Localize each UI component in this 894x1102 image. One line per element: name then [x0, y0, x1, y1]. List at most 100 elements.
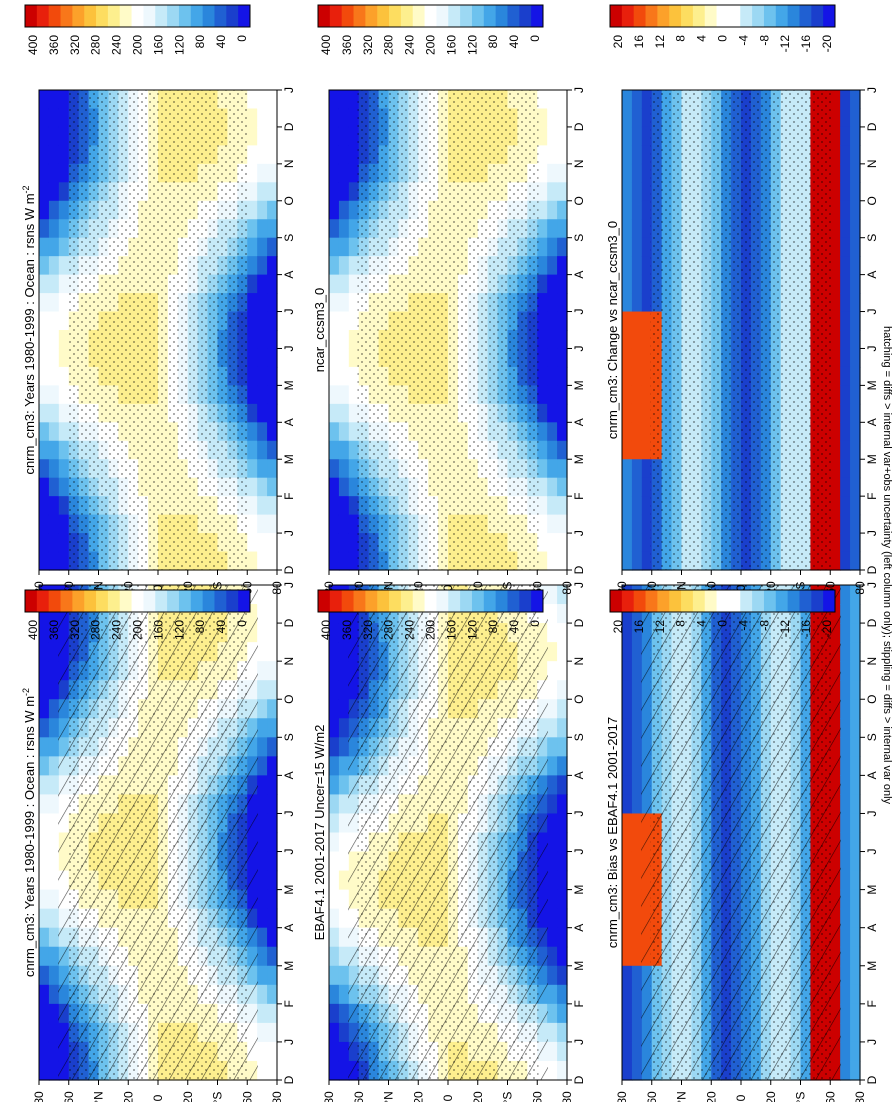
heatmap-cell — [257, 1041, 268, 1062]
heatmap-cell — [348, 551, 360, 571]
colorbar-swatch — [448, 590, 461, 612]
heatmap-cell — [840, 496, 851, 516]
heatmap-cell — [338, 219, 350, 239]
heatmap-cell — [329, 927, 340, 948]
x-tick-label: O — [865, 695, 879, 704]
colorbar-tick-label: -4 — [736, 620, 750, 631]
heatmap-cell — [58, 311, 70, 331]
heatmap-cell — [48, 699, 60, 719]
heatmap-cell — [557, 1060, 568, 1081]
heatmap-cell — [267, 496, 278, 516]
heatmap-cell — [622, 794, 633, 815]
heatmap-cell — [622, 145, 633, 165]
colorbar-tick-label: 8 — [674, 35, 688, 42]
colorbar-swatch — [799, 590, 812, 612]
heatmap-cell — [267, 813, 278, 834]
heatmap-cell — [641, 219, 653, 239]
heatmap-cell — [338, 984, 350, 1005]
colorbar-tick-label: 120 — [465, 620, 479, 640]
heatmap-cell — [557, 459, 568, 479]
heatmap-cell — [267, 200, 278, 220]
heatmap-cell — [537, 311, 548, 331]
colorbar-swatch — [692, 590, 706, 612]
heatmap-cell — [247, 403, 258, 423]
heatmap-cell — [622, 237, 633, 257]
heatmap-cell — [39, 459, 50, 479]
heatmap-cell — [840, 126, 851, 146]
heatmap-cell — [622, 366, 633, 386]
y-tick-label: 20 — [764, 1091, 778, 1102]
heatmap-cell — [48, 182, 60, 202]
heatmap-cell — [631, 1041, 643, 1062]
x-tick-label: D — [865, 565, 879, 574]
heatmap-cell — [48, 775, 60, 796]
heatmap-cell — [338, 348, 350, 368]
x-tick-label: M — [865, 885, 879, 895]
heatmap-cell — [840, 459, 851, 479]
chart-title: cnrm_cm3: Years 1980-1999 : Ocean : rsns… — [21, 185, 37, 474]
heatmap-cell — [329, 477, 340, 497]
colorbar-swatch — [341, 5, 355, 27]
heatmap-cell — [622, 163, 633, 183]
heatmap-cell — [39, 699, 50, 719]
heatmap-cell — [537, 348, 548, 368]
heatmap-cell — [257, 1003, 268, 1024]
x-tick-label: F — [865, 1000, 879, 1007]
heatmap-cell — [830, 551, 841, 571]
heatmap-cell — [348, 90, 360, 110]
chart-title: cnrm_cm3: Bias vs EBAF4.1 2001-2017 — [605, 717, 620, 948]
heatmap-cell — [537, 422, 548, 442]
heatmap-cell — [622, 832, 633, 853]
x-tick-label: S — [572, 733, 586, 741]
heatmap-cell — [338, 604, 350, 624]
x-tick-label: J — [282, 87, 296, 93]
heatmap-cell — [257, 680, 268, 700]
heatmap-cell — [840, 477, 851, 497]
x-tick-label: J — [572, 87, 586, 93]
heatmap-cell — [537, 182, 548, 202]
heatmap-cell — [39, 422, 50, 442]
y-tick-label: 60 — [240, 1091, 254, 1102]
heatmap-cell — [348, 440, 360, 460]
heatmap-cell — [641, 533, 653, 553]
x-tick-label: S — [572, 234, 586, 242]
heatmap-cell — [329, 200, 340, 220]
x-tick-label: D — [572, 1075, 586, 1084]
heatmap-cell — [257, 794, 268, 815]
heatmap-cell — [338, 908, 350, 929]
heatmap-cell — [840, 813, 851, 834]
heatmap-cell — [641, 274, 653, 294]
heatmap-cell — [267, 477, 278, 497]
heatmap-cell — [48, 737, 60, 757]
x-tick-label: M — [865, 380, 879, 390]
heatmap-cell — [840, 200, 851, 220]
heatmap-cell — [641, 293, 653, 313]
heatmap-cell — [830, 126, 841, 146]
heatmap-cell — [267, 756, 278, 776]
colorbar-tick-label: 320 — [68, 620, 82, 640]
heatmap-cell — [840, 832, 851, 853]
heatmap-cell — [267, 889, 278, 910]
heatmap-cell — [58, 237, 70, 257]
heatmap-cell — [641, 403, 653, 423]
heatmap-cell — [547, 718, 558, 738]
heatmap-cell — [557, 348, 568, 368]
heatmap-cell — [267, 366, 278, 386]
heatmap-cell — [39, 870, 50, 891]
y-tick-label: 80 — [615, 1091, 629, 1102]
heatmap-cell — [547, 90, 558, 110]
heatmap-cell — [39, 330, 50, 350]
stippling — [67, 90, 249, 570]
heatmap-cell — [329, 403, 340, 423]
x-tick-label: S — [282, 733, 296, 741]
heatmap-cell — [557, 1041, 568, 1062]
heatmap-cell — [547, 237, 558, 257]
heatmap-cell — [840, 145, 851, 165]
heatmap-cell — [257, 832, 268, 853]
footnote: hatching = diffs > internal var+obs unce… — [881, 326, 893, 805]
heatmap-cell — [631, 1022, 643, 1043]
heatmap-cell — [850, 661, 861, 681]
heatmap-cell — [547, 699, 558, 719]
heatmap-cell — [48, 514, 60, 534]
